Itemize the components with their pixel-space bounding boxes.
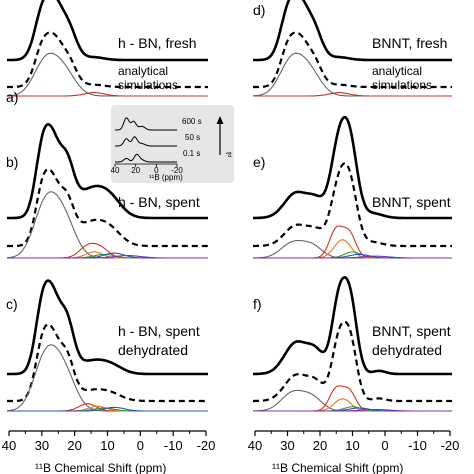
x-tick-label: 10 [345, 438, 359, 453]
inset-axis: 40 20 0 -20 [111, 163, 183, 175]
inset-arrow-label: tᵈ [224, 152, 233, 157]
component-blue-c [7, 406, 208, 412]
x-tick-label: 20 [67, 438, 81, 453]
simulated-spectrum-a [7, 31, 208, 89]
panel-label-e: e) [253, 154, 265, 170]
x-tick-label: 10 [100, 438, 114, 453]
sample-label-b: h - BN, spent [118, 194, 200, 210]
x-tick-label: 30 [280, 438, 294, 453]
inset-curve-1 [115, 136, 177, 147]
x-tick-label: -20 [441, 438, 460, 453]
sample-label-f-2: dehydrated [372, 342, 442, 358]
x-tick-label: 30 [35, 438, 49, 453]
sample-label-d: BNNT, fresh [372, 35, 447, 51]
inset-x-axis-label: ¹¹B (ppm) [149, 173, 183, 182]
sample-label-c-1: h - BN, spent [118, 323, 200, 339]
experimental-spectrum-e [253, 115, 452, 220]
x-tick-label: 0 [381, 438, 388, 453]
x-tick-label: -10 [164, 438, 183, 453]
x-tick-label: 40 [2, 438, 16, 453]
sim-label-a-1: analytical [118, 64, 168, 78]
component-red-c [7, 403, 208, 412]
inset-background [111, 105, 234, 183]
inset-x-tick-label: 0 [154, 166, 159, 175]
inset-arrow-head [216, 116, 224, 124]
panel-a [7, 0, 208, 97]
component-red-e [253, 225, 452, 259]
sample-label-f-1: BNNT, spent [372, 323, 451, 339]
inset-x-tick-label: 40 [111, 166, 120, 175]
x-tick-label: 40 [248, 438, 262, 453]
x-tick-label: 0 [137, 438, 144, 453]
spectra-panels [6, 0, 452, 412]
panel-label-f: f) [253, 296, 262, 312]
sim-label-d-2: simulations [372, 78, 432, 92]
simulated-spectrum-c [7, 323, 208, 403]
inset-series-label-01: 0.1 s [183, 149, 200, 158]
panel-label-a: a) [6, 89, 18, 105]
panel-label-c: c) [6, 296, 18, 312]
component-purple-b [7, 255, 208, 259]
panel-f [253, 275, 452, 412]
component-red-d [253, 92, 452, 97]
inset-curve-0 [115, 117, 177, 131]
experimental-spectrum-d [253, 0, 452, 62]
x-axis-right: 40 30 20 10 0 -10 -20 [248, 430, 460, 453]
inset-variable-contact-time: 40 20 0 -20 600 s 50 s 0.1 s tᵈ ¹¹B (ppm) [111, 105, 234, 183]
panel-d [253, 0, 452, 97]
experimental-spectrum-a [7, 0, 208, 62]
sample-label-e: BNNT, spent [372, 194, 451, 210]
inset-series-label-600: 600 s [182, 117, 202, 126]
experimental-spectrum-c [7, 279, 208, 376]
inset-x-tick-label: 20 [131, 166, 140, 175]
x-tick-label: 20 [313, 438, 327, 453]
inset-curve-2 [115, 153, 177, 163]
x-tick-label: -20 [197, 438, 216, 453]
x-axis-title-right: ¹¹B Chemical Shift (ppm) [272, 461, 403, 474]
x-axis-left: 40 30 20 10 0 -10 -20 [2, 430, 216, 453]
simulated-spectrum-d [253, 31, 452, 89]
panel-label-b: b) [6, 154, 18, 170]
simulated-spectrum-b [7, 168, 208, 248]
sample-label-c-2: dehydrated [118, 342, 188, 358]
panel-label-d: d) [253, 2, 265, 18]
component-purple-e [253, 255, 452, 259]
component-purple-f [253, 408, 452, 412]
panel-c [6, 279, 208, 412]
x-tick-label: -10 [408, 438, 427, 453]
component-red-a [7, 92, 208, 97]
sim-label-a-2: simulations [118, 78, 178, 92]
inset-series-label-50: 50 s [185, 133, 200, 142]
inset-curves [115, 117, 177, 163]
experimental-spectrum-f [253, 275, 452, 376]
x-axis-title-left: ¹¹B Chemical Shift (ppm) [35, 461, 166, 474]
simulated-spectrum-f [253, 320, 452, 403]
experimental-spectrum-b [7, 122, 208, 220]
sample-label-a: h - BN, fresh [118, 35, 197, 51]
inset-x-tick-label: -20 [171, 166, 183, 175]
panel-b [6, 122, 208, 259]
panel-e [252, 115, 452, 259]
sim-label-d-1: analytical [372, 64, 422, 78]
